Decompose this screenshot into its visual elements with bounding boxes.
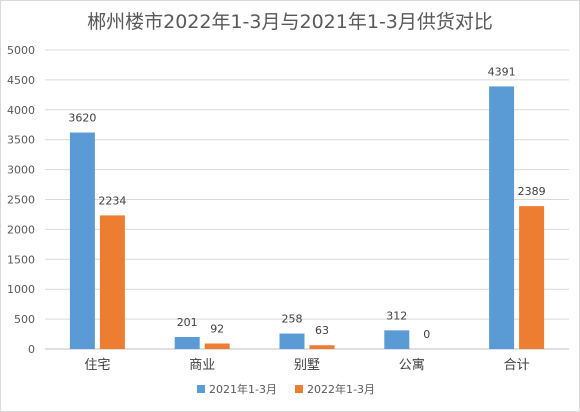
bar-series2: [204, 343, 230, 349]
y-tick-label: 500: [14, 313, 35, 326]
y-tick-label: 4000: [7, 104, 35, 117]
bar-series1: [489, 86, 515, 349]
bar-series2: [309, 345, 335, 349]
bar-series1: [69, 132, 95, 349]
x-category-label: 别墅: [294, 358, 320, 373]
x-axis-category-labels: 住宅 商业 别墅 公寓 合计: [84, 357, 529, 373]
data-label: 2234: [98, 194, 126, 207]
x-category-label: 公寓: [399, 357, 425, 373]
bars: [69, 86, 545, 349]
data-labels: 3620 2234 201 92 258 63 312 0 4391 2389: [68, 65, 545, 341]
legend-swatch: [197, 385, 205, 393]
data-label: 258: [282, 313, 303, 326]
legend-swatch: [295, 385, 303, 393]
x-category-label: 合计: [504, 358, 530, 373]
y-tick-label: 4500: [7, 74, 35, 87]
data-label: 4391: [488, 65, 516, 78]
x-category-label: 商业: [189, 358, 215, 373]
y-tick-label: 2000: [7, 223, 35, 236]
x-category-label: 住宅: [84, 358, 110, 373]
data-label: 312: [386, 309, 407, 322]
data-label: 201: [177, 316, 198, 329]
bar-series2: [519, 206, 545, 349]
bar-series2: [99, 215, 125, 349]
bar-series1: [174, 336, 200, 349]
y-axis-tick-labels: 0 500 1000 1500 2000 2500 3000 3500 4000 4500 5000: [7, 44, 35, 356]
legend: 2021年1-3月 2022年1-3月: [197, 382, 375, 396]
bar-series1: [384, 330, 410, 349]
data-label: 0: [423, 328, 430, 341]
y-tick-label: 1000: [7, 283, 35, 296]
legend-label: 2022年1-3月: [307, 382, 375, 396]
y-tick-label: 0: [28, 343, 35, 356]
data-label: 2389: [518, 185, 546, 198]
y-tick-label: 5000: [7, 44, 35, 57]
y-tick-label: 3500: [7, 134, 35, 147]
y-tick-label: 3000: [7, 164, 35, 177]
legend-label: 2021年1-3月: [209, 382, 277, 396]
data-label: 92: [210, 322, 224, 335]
y-tick-label: 2500: [7, 194, 35, 207]
y-tick-label: 1500: [7, 253, 35, 266]
data-label: 63: [315, 324, 329, 337]
gridlines: [45, 49, 569, 350]
data-label: 3620: [68, 112, 96, 125]
bar-series1: [279, 333, 305, 349]
chart-title: 郴州楼市2022年1-3月与2021年1-3月供货对比: [87, 11, 493, 33]
